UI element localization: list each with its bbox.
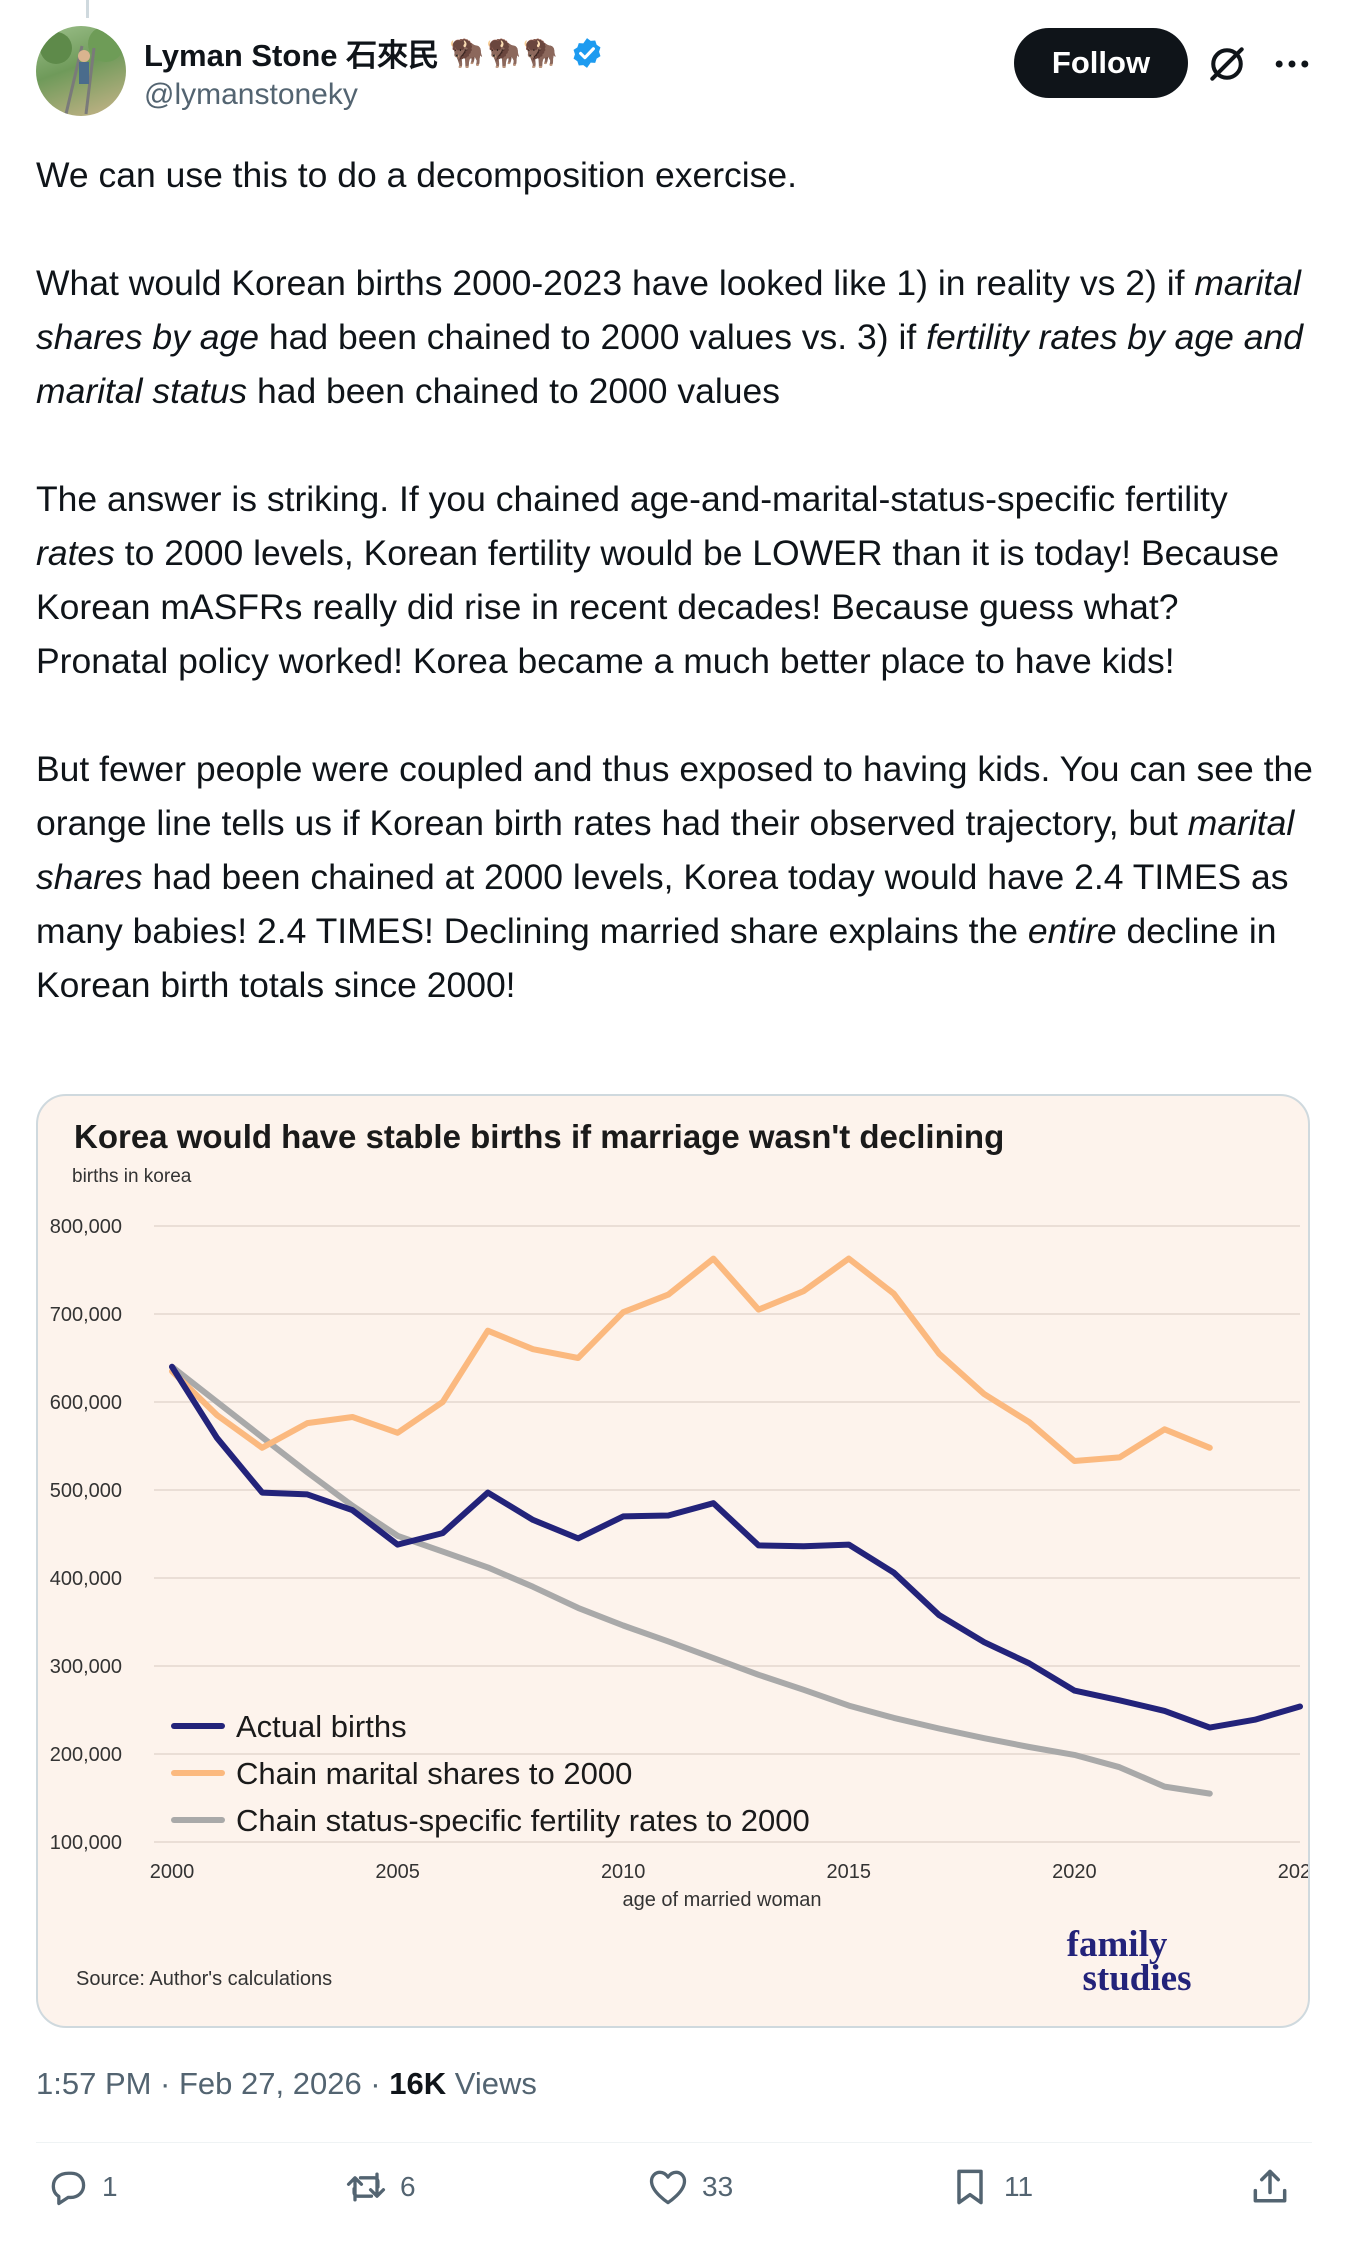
tweet-italic-span: fertility rates by age and marital statu… [36,317,1303,411]
more-options-icon[interactable] [1270,42,1314,86]
tweet-italic-span: marital shares by age [36,263,1301,357]
bookmark-count: 11 [1004,2171,1034,2202]
brand-logo-line-2: studies [1083,1958,1192,1999]
y-tick-label: 800,000 [50,1216,122,1238]
tweet-text-span: had been chained at 2000 levels, Korea t… [36,857,1289,951]
reply-button[interactable]: 1 [46,2165,118,2209]
tweet-italic-span: rates [36,533,115,573]
author-name-row: Lyman Stone 石來民 🦬🦬🦬 [144,30,604,75]
like-button[interactable]: 33 [646,2165,733,2209]
heart-icon [649,2170,687,2205]
tweet-paragraph-2: What would Korean births 2000-2023 have … [36,256,1316,418]
brand-logo-line-1: family [1067,1924,1168,1965]
y-tick-label: 600,000 [50,1392,122,1414]
series-line-2 [169,1255,1213,1464]
y-tick-label: 300,000 [50,1656,122,1678]
follow-button[interactable]: Follow [1014,28,1188,98]
series-line-3 [169,1363,1213,1797]
x-tick-label: 2015 [827,1861,872,1883]
action-bar: 1 6 33 11 [36,2165,1312,2235]
tweet-text: We can use this to do a decomposition ex… [36,148,1316,1012]
bookmark-icon [957,2169,983,2205]
chart-subtitle: births in korea [72,1166,192,1187]
chart-svg: Korea would have stable births if marria… [50,1118,1308,1999]
x-tick-label: 2025 [1278,1861,1308,1883]
share-icon [1253,2169,1287,2203]
x-tick-label: 2020 [1052,1861,1097,1883]
x-tick-label: 2010 [601,1861,646,1883]
x-tick-label: 2005 [375,1861,420,1883]
author-handle[interactable]: @lymanstoneky [144,78,358,111]
reply-icon [51,2171,86,2206]
tweet-italic-span: marital shares [36,803,1295,897]
tweet-meta: 1:57 PM · Feb 27, 2026 · 16K Views [36,2066,537,2102]
grok-icon[interactable] [1205,42,1249,86]
share-button[interactable] [1248,2165,1292,2209]
legend-label: Chain status-specific fertility rates to… [236,1803,810,1838]
tweet-text-span: We can use this to do a decomposition ex… [36,155,798,195]
reply-count: 1 [102,2171,118,2202]
avatar-photo-icon [40,26,124,115]
divider [36,2142,1312,2143]
avatar[interactable] [36,26,126,116]
tweet-text-span: The answer is striking. If you chained a… [36,479,1228,519]
repost-icon [346,2172,386,2202]
tweet-text-span: What would Korean births 2000-2023 have … [36,263,1195,303]
tweet-text-span: to 2000 levels, Korean fertility would b… [36,533,1280,681]
x-axis-label: age of married woman [623,1889,822,1911]
thread-connector-line [86,0,89,18]
y-tick-label: 500,000 [50,1480,122,1502]
tweet-text-span: decline in Korean birth totals since 200… [36,911,1277,1005]
legend-label: Actual births [236,1709,407,1744]
y-tick-label: 100,000 [50,1832,122,1854]
tweet-text-span: had been chained to 2000 values vs. 3) i… [259,317,927,357]
x-tick-label: 2000 [150,1861,195,1883]
tweet-timestamp[interactable]: 1:57 PM · Feb 27, 2026 · [36,2066,390,2101]
y-tick-label: 700,000 [50,1304,122,1326]
views-count: 16K [389,2066,447,2101]
tweet-text-span: But fewer people were coupled and thus e… [36,749,1313,843]
like-count: 33 [702,2171,734,2202]
tweet-paragraph-3: The answer is striking. If you chained a… [36,472,1316,688]
verified-badge-icon[interactable] [570,36,604,70]
y-tick-label: 400,000 [50,1568,122,1590]
bookmark-button[interactable]: 11 [948,2165,1033,2209]
repost-button[interactable]: 6 [344,2165,416,2209]
y-tick-label: 200,000 [50,1744,122,1766]
chart-image-card[interactable]: Korea would have stable births if marria… [36,1094,1310,2028]
chart-source: Source: Author's calculations [76,1968,332,1990]
tweet-italic-span: entire [1027,911,1117,951]
repost-count: 6 [400,2171,416,2202]
legend-label: Chain marital shares to 2000 [236,1756,632,1791]
tweet-paragraph-1: We can use this to do a decomposition ex… [36,148,1316,202]
views-label: Views [446,2066,537,2101]
tweet-paragraph-4: But fewer people were coupled and thus e… [36,742,1316,1012]
bison-emoji-icon: 🦬🦬🦬 [449,37,560,68]
chart-title: Korea would have stable births if marria… [74,1118,1004,1155]
series-line-1 [169,1363,1303,1731]
author-display-name[interactable]: Lyman Stone 石來民 [144,38,440,73]
tweet-text-span: had been chained to 2000 values [247,371,781,411]
